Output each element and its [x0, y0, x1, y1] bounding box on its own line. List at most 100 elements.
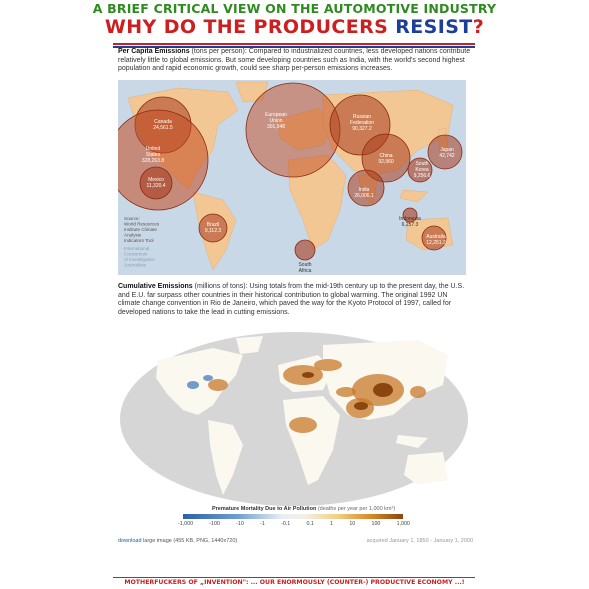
hotspot-japan-korea: [410, 386, 426, 398]
title-rule-blue: [113, 46, 475, 48]
label-brazil-name: Brazil: [207, 222, 220, 228]
consortium-line-1: Consortium: [124, 252, 148, 257]
legend-tick: -100: [209, 521, 220, 527]
source-line-4: Indicators Tool: [124, 238, 154, 243]
bubble-south-korea: [407, 157, 433, 183]
cumulative-caption: Cumulative Emissions (millions of tons):…: [118, 283, 470, 317]
label-korea-name1: South: [415, 161, 428, 167]
consortium-line-0: International: [124, 246, 149, 251]
label-canada-name: Canada: [154, 119, 172, 125]
bubble-south-africa: [294, 239, 316, 261]
hotspot-east-us: [208, 379, 228, 391]
consortium-line-3: Journalists: [124, 263, 147, 268]
bottom-rule: [113, 577, 475, 578]
air-pollution-mortality-map: [120, 332, 468, 506]
acquired-date: acquired January 1, 1850 - January 1, 20…: [366, 538, 473, 544]
bubble-australia: [421, 225, 447, 251]
bubble-india: [347, 169, 385, 207]
title-rule-red: [113, 43, 475, 45]
legend-title-text: Premature Mortality Due to Air Pollution: [212, 506, 317, 512]
legend-tick: -1,000: [178, 521, 194, 527]
legend-tick: 0.1: [306, 521, 314, 527]
legend-tick: 1,000: [396, 521, 410, 527]
download-link[interactable]: download: [118, 538, 142, 544]
title-part3: ?: [472, 16, 485, 38]
label-russia-value: 90,327.2: [352, 126, 372, 132]
land-australia: [404, 452, 448, 485]
label-indonesia-name: Indonesia: [399, 216, 421, 222]
label-safrica-name2: Africa: [299, 268, 312, 274]
indonesia-islands: [399, 189, 429, 203]
legend-tick: -10: [236, 521, 244, 527]
bottom-banner: MOTHERFUCKERS OF „INVENTION": ... OUR EN…: [124, 579, 465, 586]
land-south-america: [208, 420, 243, 495]
bubble-indonesia: [402, 207, 418, 223]
cumulative-units: (millions of tons):: [192, 283, 250, 290]
label-eu-name2: Union: [269, 118, 282, 124]
label-canada-value: 24,561.5: [153, 125, 173, 131]
label-safrica-name1: South: [298, 262, 311, 268]
label-eu-name1: European: [265, 112, 287, 118]
map-source-note: Source: World Resources Institute Climat…: [124, 216, 160, 268]
label-indonesia-value: 6,257.3: [402, 222, 419, 228]
consortium-line-2: of Investigative: [124, 257, 155, 262]
bubble-mexico: [139, 166, 173, 200]
emissions-bubble-map: Canada 24,561.5 United States 328,263.8 …: [118, 80, 466, 275]
legend-ticks: -1,000 -100 -10 -1 -0.1 0.1 1 10 100 1,0…: [178, 521, 410, 527]
label-us-value: 328,263.8: [142, 158, 164, 164]
label-brazil-value: 9,112.3: [205, 228, 222, 234]
bubble-brazil: [198, 213, 228, 243]
label-japan-value: 42,742: [439, 153, 455, 159]
label-australia-name: Australia: [426, 234, 446, 240]
pollution-peaks: [302, 372, 393, 410]
negative-zones: [187, 375, 213, 389]
bubble-european-union: [245, 82, 341, 178]
label-mexico-value: 11,320.4: [146, 183, 165, 189]
bubble-japan: [427, 134, 463, 170]
blue-zone-na-west: [187, 381, 199, 389]
cumulative-heading: Cumulative Emissions: [118, 283, 193, 290]
label-eu-value: 301,948: [267, 124, 285, 130]
bubble-labels: Canada 24,561.5 United States 328,263.8 …: [142, 112, 455, 274]
source-line-2: Institute Climate: [124, 227, 157, 232]
peak-china: [373, 383, 393, 397]
legend-units: (deaths per year per 1,000 km²): [316, 506, 396, 512]
label-india-name: India: [359, 187, 370, 193]
legend-tick: 1: [330, 521, 334, 527]
per-capita-body: Compared to industrialized countries, le…: [118, 48, 471, 73]
legend-tick: 10: [349, 521, 356, 527]
download-details: large image (455 KB, PNG, 1440x720): [141, 538, 238, 544]
source-line-0: Source:: [124, 216, 140, 221]
hotspot-west-africa: [289, 417, 317, 433]
per-capita-heading: Per Capita Emissions: [118, 48, 190, 55]
label-india-value: 26,006.1: [354, 193, 374, 199]
download-info: download large image (455 KB, PNG, 1440x…: [118, 538, 237, 544]
source-line-1: World Resources: [124, 222, 160, 227]
title-part1: WHY DO THE PRODUCERS: [104, 16, 396, 38]
label-china-name: China: [379, 153, 392, 159]
page-title: WHY DO THE PRODUCERS RESIST?: [0, 16, 589, 38]
africa: [287, 154, 347, 251]
legend-color-bar: [183, 514, 403, 519]
peak-europe: [302, 372, 314, 378]
legend-tick: -0.1: [281, 521, 291, 527]
label-russia-name1: Russian: [353, 114, 371, 120]
label-china-value: 92,960: [378, 159, 394, 165]
label-us-name2: States: [146, 152, 161, 158]
label-mexico-name: Mexico: [148, 177, 164, 183]
label-us-name1: United: [146, 146, 161, 152]
per-capita-units: (tons per person):: [189, 48, 249, 55]
hotspot-middle-east: [336, 387, 356, 397]
label-russia-name2: Federation: [350, 120, 374, 126]
title-part2: RESIST: [395, 16, 473, 38]
per-capita-caption: Per Capita Emissions (tons per person): …: [118, 48, 473, 74]
land-greenland: [236, 336, 263, 354]
peak-india: [354, 402, 368, 410]
legend-tick: -1: [260, 521, 265, 527]
legend-tick: 100: [371, 521, 381, 527]
land-indonesia: [396, 435, 428, 448]
hotspot-russia-west: [314, 359, 342, 371]
label-australia-value: 12,251.2: [426, 240, 446, 246]
label-japan-name: Japan: [440, 147, 454, 153]
source-line-3: Analysis: [124, 233, 142, 238]
